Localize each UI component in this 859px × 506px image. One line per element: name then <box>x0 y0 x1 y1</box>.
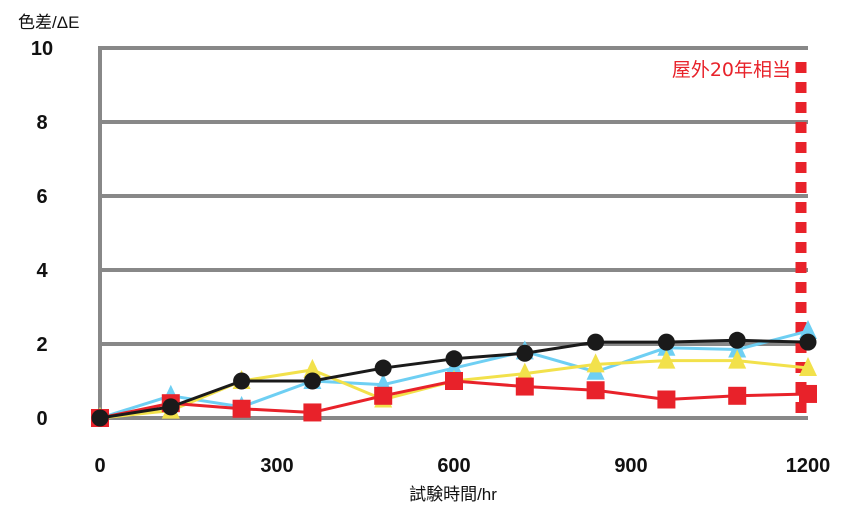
series-3 <box>91 331 817 427</box>
data-point <box>516 344 534 362</box>
data-point <box>586 381 605 400</box>
reference-annotation: 屋外20年相当 <box>672 59 791 81</box>
x-tick-label: 300 <box>260 455 293 477</box>
x-tick-label: 0 <box>94 455 105 477</box>
data-point <box>657 349 676 369</box>
y-tick-label: 6 <box>36 186 47 208</box>
y-tick-label: 0 <box>36 408 47 430</box>
data-point <box>233 372 251 390</box>
y-tick-label: 10 <box>31 38 53 60</box>
data-point <box>799 320 817 340</box>
data-point <box>657 390 676 409</box>
y-tick-labels: 0 2 4 6 8 10 <box>31 38 53 430</box>
annotation-layer: 屋外20年相当 <box>672 59 807 414</box>
data-point <box>374 386 393 405</box>
series-layer <box>91 320 817 427</box>
data-point <box>799 357 817 377</box>
data-point <box>374 359 392 377</box>
data-point <box>303 358 322 378</box>
y-tick-label: 8 <box>36 112 47 134</box>
data-point <box>515 362 534 382</box>
data-point <box>445 350 463 368</box>
gridlines <box>98 46 808 420</box>
x-tick-labels: 0 300 600 900 1200 <box>94 455 830 477</box>
x-tick-label: 900 <box>614 455 647 477</box>
data-point <box>728 349 747 369</box>
data-point <box>728 331 746 349</box>
data-point <box>303 403 322 422</box>
data-point <box>587 333 605 351</box>
y-tick-label: 4 <box>36 260 48 282</box>
data-point <box>799 384 817 403</box>
x-tick-label: 1200 <box>786 455 831 477</box>
data-point <box>799 333 817 351</box>
data-point <box>232 399 251 418</box>
y-axis-label: 色差/ΔE <box>18 13 79 32</box>
data-point <box>586 353 605 373</box>
y-tick-label: 2 <box>36 334 47 356</box>
x-axis-label: 試験時間/hr <box>409 485 497 504</box>
data-point <box>657 333 675 351</box>
data-point <box>445 372 463 390</box>
x-tick-label: 600 <box>437 455 470 477</box>
data-point <box>515 377 534 396</box>
data-point <box>303 372 321 390</box>
series-2 <box>91 372 817 427</box>
data-point <box>162 398 180 416</box>
data-point <box>91 409 109 427</box>
data-point <box>728 386 747 405</box>
